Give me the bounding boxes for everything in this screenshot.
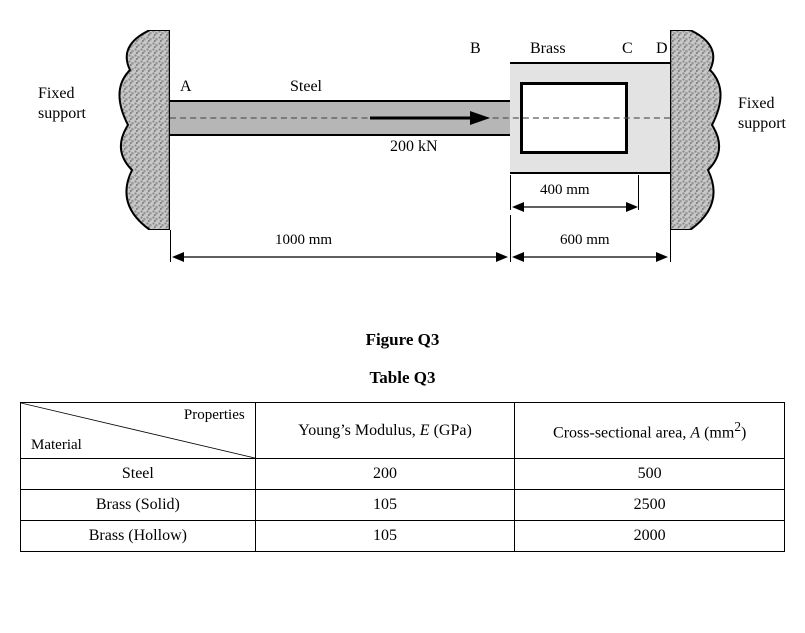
table-row: Steel 200 500 <box>21 459 785 490</box>
label-brass: Brass <box>530 40 566 58</box>
dim-400-tick-r <box>638 175 639 210</box>
label-point-a: A <box>180 78 192 96</box>
table-header-row: Properties Material Young’s Modulus, E (… <box>21 403 785 459</box>
cell-e: 105 <box>255 490 515 521</box>
label-point-c: C <box>622 40 633 58</box>
dim-600-line <box>510 248 670 266</box>
header-youngs-modulus: Young’s Modulus, E (GPa) <box>255 403 515 459</box>
label-fixed-right-1: Fixed <box>738 95 774 113</box>
cell-a: 2500 <box>515 490 785 521</box>
header-cross-section-area: Cross-sectional area, A (mm2) <box>515 403 785 459</box>
dim-1000-tick-l <box>170 230 171 262</box>
cell-material: Brass (Solid) <box>21 490 256 521</box>
label-point-b: B <box>470 40 481 58</box>
table-caption: Table Q3 <box>20 368 785 388</box>
label-steel: Steel <box>290 78 322 96</box>
cell-e: 200 <box>255 459 515 490</box>
fixed-support-right <box>670 30 730 230</box>
cell-e: 105 <box>255 521 515 552</box>
dim-1000-line <box>170 248 510 266</box>
label-fixed-left-2: support <box>38 105 86 123</box>
cell-material: Steel <box>21 459 256 490</box>
table-row: Brass (Hollow) 105 2000 <box>21 521 785 552</box>
force-arrow <box>370 110 490 126</box>
label-point-d: D <box>656 40 668 58</box>
header-material: Material <box>31 437 82 454</box>
cell-a: 2000 <box>515 521 785 552</box>
dim-600-tick-r <box>670 230 671 262</box>
header-properties: Properties <box>184 407 245 424</box>
dim-400-line <box>510 198 640 216</box>
fixed-support-left <box>110 30 170 230</box>
label-force: 200 kN <box>390 138 438 156</box>
cell-a: 500 <box>515 459 785 490</box>
properties-table: Properties Material Young’s Modulus, E (… <box>20 402 785 552</box>
figure-caption: Figure Q3 <box>20 330 785 350</box>
label-fixed-left-1: Fixed <box>38 85 74 103</box>
table-header-diagonal: Properties Material <box>21 403 256 459</box>
figure-q3-diagram: Fixed support Fixed support A B C D Stee… <box>20 20 785 320</box>
cell-material: Brass (Hollow) <box>21 521 256 552</box>
dim-400-tick-l <box>510 175 511 210</box>
dim-1000-label: 1000 mm <box>275 232 332 249</box>
label-fixed-right-2: support <box>738 115 786 133</box>
table-row: Brass (Solid) 105 2500 <box>21 490 785 521</box>
dim-400-label: 400 mm <box>540 182 590 199</box>
dim-600-label: 600 mm <box>560 232 610 249</box>
